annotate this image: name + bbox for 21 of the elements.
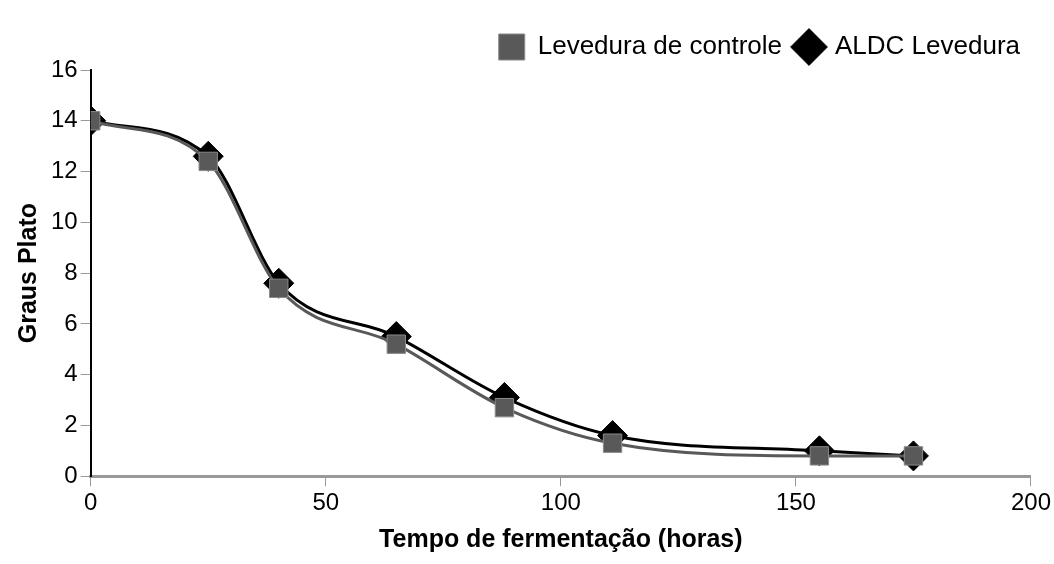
y-axis-title: Graus Plato <box>12 202 41 344</box>
y-tick-label: 14 <box>50 105 78 133</box>
x-tick-label: 0 <box>84 488 98 516</box>
y-tick-label: 4 <box>64 359 78 387</box>
legend-label: Levedura de controle <box>537 30 783 61</box>
legend-label: ALDC Levedura <box>835 30 1021 61</box>
x-tick-label: 50 <box>312 488 340 516</box>
point <box>386 334 406 354</box>
y-tick-label: 0 <box>64 460 78 488</box>
y-tick-label: 12 <box>50 156 78 184</box>
x-tick-label: 100 <box>540 488 581 516</box>
y-tick-label: 16 <box>50 54 78 82</box>
y-tick-label: 8 <box>64 257 78 285</box>
y-tick-label: 10 <box>50 206 78 234</box>
x-tick-label: 200 <box>1010 488 1051 516</box>
y-tick-label: 2 <box>64 410 78 438</box>
x-axis-title: Tempo de fermentação (horas) <box>379 523 743 552</box>
point <box>494 397 515 418</box>
point <box>602 433 623 453</box>
y-tick-label: 6 <box>64 308 78 336</box>
x-tick-label: 150 <box>775 488 816 516</box>
